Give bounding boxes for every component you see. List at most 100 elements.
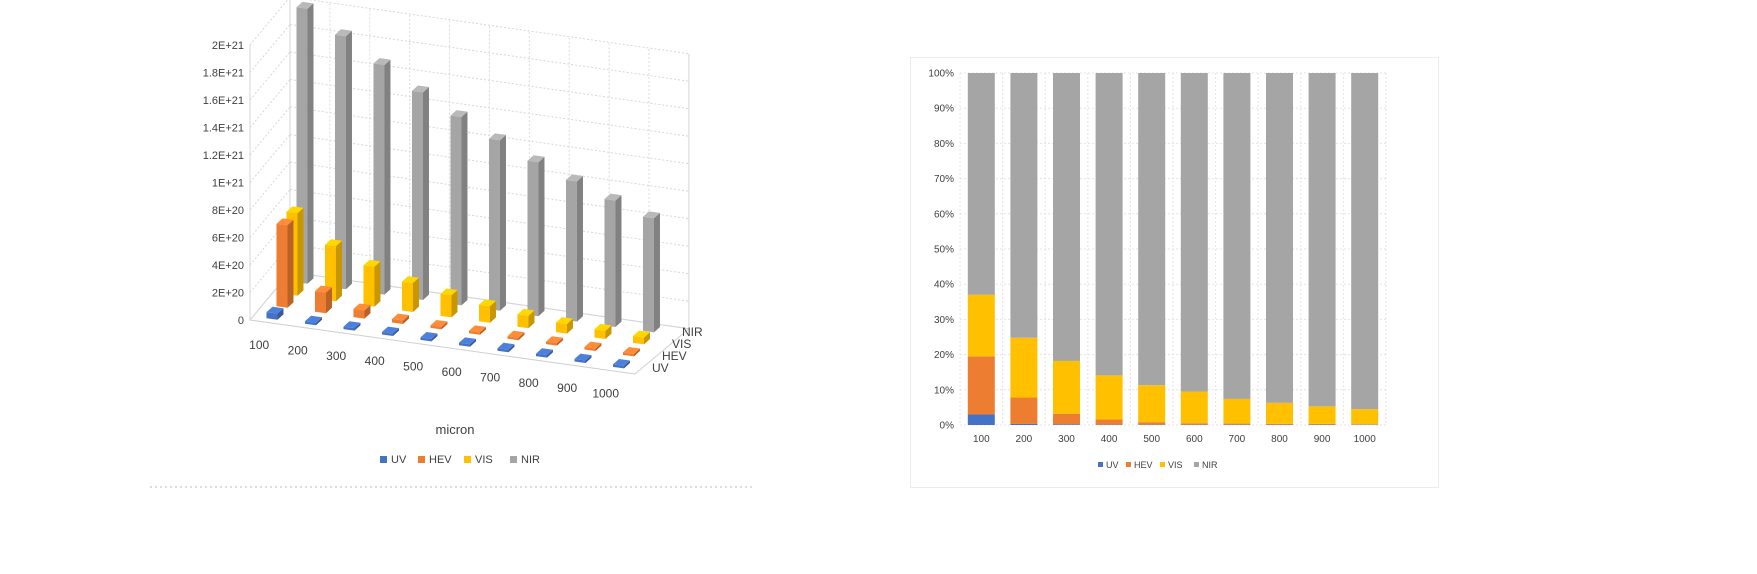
bar-front bbox=[401, 281, 413, 312]
y-tick-label: 1.4E+21 bbox=[203, 123, 244, 135]
left-wall-gridline bbox=[249, 106, 291, 156]
bar-side bbox=[576, 175, 583, 322]
bar-segment-nir bbox=[1138, 73, 1166, 386]
bar-front bbox=[574, 358, 586, 363]
bar-segment-nir bbox=[1095, 73, 1123, 376]
bar-segment-uv bbox=[1010, 423, 1038, 425]
depth-tick-label: NIR bbox=[682, 325, 703, 339]
back-wall-gridline bbox=[289, 24, 689, 82]
bar-vis-700 bbox=[517, 308, 535, 329]
x-tick-label: 100 bbox=[249, 338, 269, 352]
x-tick-label: 500 bbox=[403, 360, 423, 374]
bar-front bbox=[391, 319, 403, 324]
y-tick-label: 4E+20 bbox=[212, 260, 244, 272]
bar-front bbox=[632, 336, 644, 345]
bar-uv-600 bbox=[458, 337, 476, 347]
bar-side bbox=[528, 310, 535, 329]
legend-label: NIR bbox=[521, 454, 540, 466]
bar-side bbox=[431, 333, 438, 342]
stacked-bar-300 bbox=[1053, 73, 1080, 425]
bar-side bbox=[469, 338, 476, 347]
bar-segment-nir bbox=[1351, 73, 1379, 410]
bar-nir-300 bbox=[373, 58, 391, 295]
x-tick-label: 800 bbox=[519, 376, 539, 390]
bar-top bbox=[527, 155, 545, 163]
bar-side bbox=[374, 261, 381, 307]
bar-nir-500 bbox=[450, 110, 468, 306]
bar-top bbox=[334, 29, 352, 37]
legend-swatch bbox=[380, 456, 387, 463]
bar-segment-hev bbox=[1095, 419, 1123, 425]
bar-nir-200 bbox=[334, 29, 352, 290]
bar-top bbox=[468, 325, 486, 333]
bar-top bbox=[286, 206, 304, 214]
bar-segment-vis bbox=[1095, 375, 1123, 420]
bar-side bbox=[364, 304, 371, 319]
bar-front bbox=[545, 341, 557, 346]
y-tick-label: 100% bbox=[928, 69, 954, 80]
bar-front bbox=[363, 265, 375, 307]
bar-vis-600 bbox=[478, 299, 496, 323]
bar-top bbox=[497, 342, 515, 350]
left-wall-gridline bbox=[249, 24, 291, 73]
bar-front bbox=[304, 321, 316, 326]
bar-top bbox=[604, 193, 622, 201]
stacked-bar-800 bbox=[1266, 73, 1293, 425]
bar-side bbox=[325, 287, 332, 314]
bar-top bbox=[594, 323, 612, 331]
bar-segment-hev bbox=[1266, 423, 1293, 425]
y-tick-label: 60% bbox=[934, 209, 954, 220]
bar-top bbox=[304, 315, 322, 323]
bar-segment-nir bbox=[1266, 73, 1293, 403]
bar-top bbox=[363, 259, 381, 267]
stacked-bar-500 bbox=[1138, 73, 1166, 425]
depth-tick-label: HEV bbox=[662, 349, 687, 363]
chart-border bbox=[910, 57, 1439, 488]
stacked-bar-100 bbox=[967, 73, 995, 425]
x-tick-label: 900 bbox=[1314, 434, 1331, 445]
x-tick-label: 800 bbox=[1271, 434, 1288, 445]
bar-front bbox=[420, 337, 432, 342]
bar-segment-vis bbox=[1308, 406, 1336, 424]
bar-front bbox=[411, 90, 423, 300]
bar-segment-vis bbox=[1010, 337, 1038, 398]
bar-vis-800 bbox=[555, 317, 573, 334]
bar-top bbox=[535, 348, 553, 356]
bar-top bbox=[622, 346, 640, 354]
left-wall-gridline bbox=[249, 51, 291, 101]
y-tick-label: 6E+20 bbox=[212, 233, 244, 245]
bar-hev-900 bbox=[584, 341, 602, 351]
bar-top bbox=[391, 313, 409, 321]
legend-label: UV bbox=[391, 454, 407, 466]
bar-top bbox=[324, 239, 342, 247]
legend: UV HEV VIS NIR bbox=[380, 454, 540, 466]
y-tick-label: 1.6E+21 bbox=[203, 95, 244, 107]
bar-side bbox=[345, 30, 352, 290]
bar-side bbox=[653, 212, 660, 333]
x-tick-label: 200 bbox=[288, 343, 308, 357]
bar-nir-600 bbox=[488, 133, 506, 311]
bar-top bbox=[266, 306, 284, 314]
bar-segment-hev bbox=[1010, 397, 1038, 424]
bar-vis-900 bbox=[594, 323, 612, 339]
bar-front bbox=[440, 293, 452, 318]
x-tick-label: 300 bbox=[1058, 434, 1075, 445]
bar-front bbox=[478, 304, 490, 323]
bar-hev-800 bbox=[545, 336, 563, 346]
x-tick-label: 900 bbox=[557, 381, 577, 395]
bar-hev-200 bbox=[314, 285, 332, 314]
y-tick-label: 80% bbox=[934, 139, 954, 150]
legend-swatch bbox=[464, 456, 471, 463]
y-tick-label: 90% bbox=[934, 104, 954, 115]
bar-nir-400 bbox=[411, 85, 429, 300]
x-axis-title: micron bbox=[435, 422, 474, 437]
bar-nir-900 bbox=[604, 193, 622, 327]
chart-stacked-svg: 0% 10% 20% 30% 40% 50% 60% 70% 80% 90% 100% 100 200 3… bbox=[910, 57, 1439, 488]
bar-side bbox=[508, 344, 515, 353]
bar-front bbox=[555, 322, 567, 334]
bar-top bbox=[584, 341, 602, 349]
bar-side bbox=[441, 321, 448, 330]
legend-label: UV bbox=[1106, 460, 1119, 470]
bar-front bbox=[612, 364, 624, 369]
x-tick-label: 400 bbox=[365, 354, 385, 368]
